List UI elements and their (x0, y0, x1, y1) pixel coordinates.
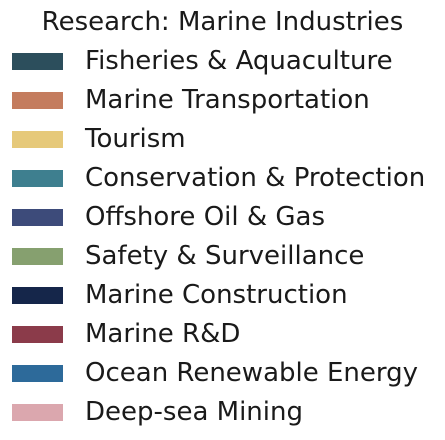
legend-label: Deep-sea Mining (85, 397, 303, 427)
legend-entry: Offshore Oil & Gas (0, 198, 445, 237)
legend-label: Safety & Surveillance (85, 241, 365, 271)
legend-swatch (12, 131, 63, 148)
legend-label: Offshore Oil & Gas (85, 202, 326, 232)
legend-swatch (12, 404, 63, 421)
legend-entry: Marine R&D (0, 315, 445, 354)
legend-swatch (12, 365, 63, 382)
legend-swatch (12, 92, 63, 109)
legend-entry: Marine Construction (0, 276, 445, 315)
legend-entry: Fisheries & Aquaculture (0, 42, 445, 81)
legend-swatch (12, 53, 63, 70)
legend-label: Tourism (85, 124, 186, 154)
legend-label: Conservation & Protection (85, 163, 426, 193)
legend-entry: Marine Transportation (0, 81, 445, 120)
legend-entry: Ocean Renewable Energy (0, 354, 445, 393)
legend-label: Ocean Renewable Energy (85, 358, 419, 388)
legend-label: Fisheries & Aquaculture (85, 46, 393, 76)
legend-swatch (12, 248, 63, 265)
legend-entry: Tourism (0, 120, 445, 159)
legend-label: Marine Construction (85, 280, 348, 310)
legend-label: Marine Transportation (85, 85, 370, 115)
legend-entry: Deep-sea Mining (0, 393, 445, 432)
legend-swatch (12, 326, 63, 343)
legend-swatch (12, 209, 63, 226)
legend-swatch (12, 170, 63, 187)
legend-entry: Safety & Surveillance (0, 237, 445, 276)
legend-title: Research: Marine Industries (41, 7, 404, 37)
legend-label: Marine R&D (85, 319, 241, 349)
legend-swatch (12, 287, 63, 304)
legend-entry: Conservation & Protection (0, 159, 445, 198)
